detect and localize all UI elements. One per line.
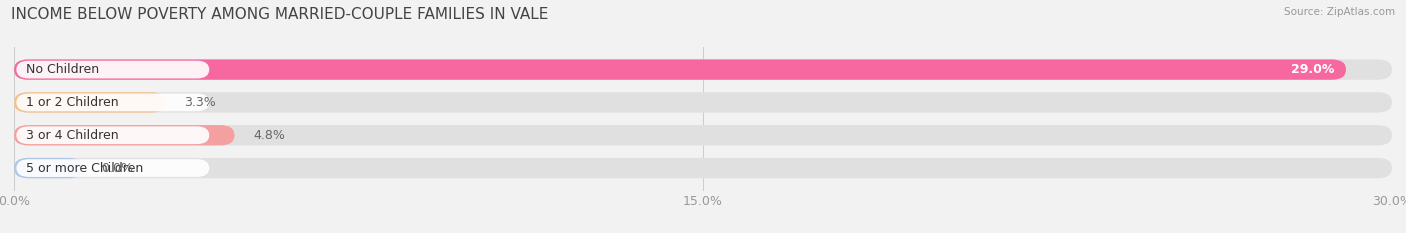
FancyBboxPatch shape: [14, 92, 1392, 113]
Text: 4.8%: 4.8%: [253, 129, 285, 142]
Text: 5 or more Children: 5 or more Children: [25, 161, 143, 175]
FancyBboxPatch shape: [14, 158, 83, 178]
Text: 3 or 4 Children: 3 or 4 Children: [25, 129, 118, 142]
FancyBboxPatch shape: [14, 92, 166, 113]
FancyBboxPatch shape: [17, 61, 209, 79]
Text: No Children: No Children: [25, 63, 98, 76]
FancyBboxPatch shape: [14, 125, 1392, 145]
Text: 29.0%: 29.0%: [1291, 63, 1334, 76]
FancyBboxPatch shape: [14, 158, 1392, 178]
Text: 1 or 2 Children: 1 or 2 Children: [25, 96, 118, 109]
FancyBboxPatch shape: [14, 59, 1392, 80]
Text: INCOME BELOW POVERTY AMONG MARRIED-COUPLE FAMILIES IN VALE: INCOME BELOW POVERTY AMONG MARRIED-COUPL…: [11, 7, 548, 22]
Text: 0.0%: 0.0%: [101, 161, 134, 175]
FancyBboxPatch shape: [14, 125, 235, 145]
FancyBboxPatch shape: [17, 159, 209, 177]
FancyBboxPatch shape: [14, 59, 1346, 80]
Text: Source: ZipAtlas.com: Source: ZipAtlas.com: [1284, 7, 1395, 17]
FancyBboxPatch shape: [17, 94, 209, 111]
FancyBboxPatch shape: [17, 126, 209, 144]
Text: 3.3%: 3.3%: [184, 96, 215, 109]
